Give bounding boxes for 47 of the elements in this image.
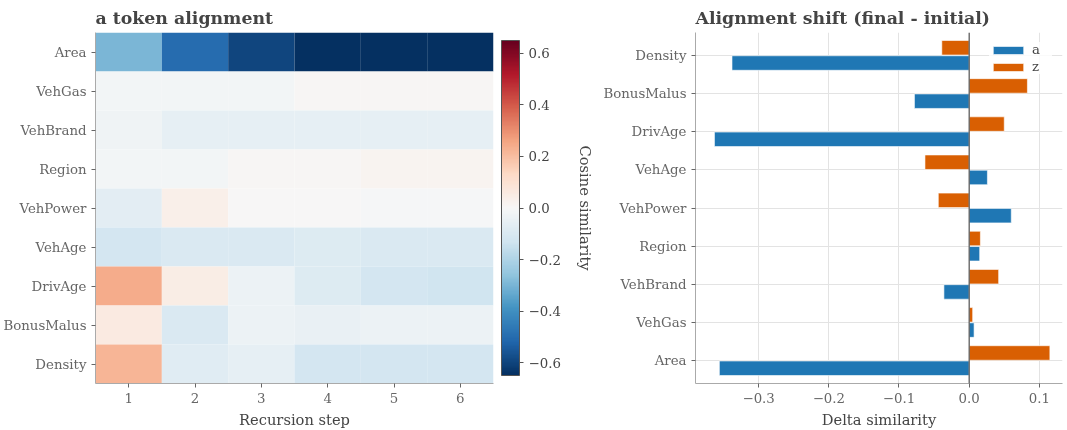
y-tick-label: Density — [35, 356, 87, 372]
chart-title: Alignment shift (final - initial) — [694, 7, 991, 28]
y-tick-label: VehAge — [634, 162, 687, 178]
y-tick-label: VehGas — [35, 83, 87, 99]
y-tick-label: DrivAge — [31, 278, 87, 294]
bar — [968, 169, 988, 186]
color-bar-label: 0.2 — [528, 149, 550, 165]
x-tick-label: 0.0 — [958, 390, 980, 406]
x-tick-label: 0.1 — [1028, 390, 1050, 406]
y-tick-label: Region — [639, 238, 687, 254]
x-tick-label: 3 — [257, 390, 266, 406]
legend-label: a — [1032, 42, 1041, 57]
y-tick-label: Region — [39, 161, 87, 177]
x-tick-label: 1 — [124, 390, 133, 406]
y-tick-label: BonusMalus — [3, 317, 87, 333]
x-axis-title: Delta similarity — [821, 410, 937, 428]
x-tick-label: −0.3 — [742, 390, 775, 406]
chart-title: a token alignment — [95, 7, 274, 28]
bar — [938, 192, 970, 208]
color-bar-title: Cosine similarity — [576, 145, 594, 272]
y-tick-label: DrivAge — [631, 124, 687, 140]
color-bar-label: 0.6 — [528, 46, 550, 62]
color-bar-label: −0.4 — [528, 304, 561, 320]
color-bar-label: −0.6 — [528, 355, 561, 371]
x-tick-label: 6 — [456, 390, 465, 406]
y-tick-label: Area — [53, 44, 87, 60]
y-tick-label: Density — [635, 47, 687, 63]
y-tick-label: VehGas — [635, 314, 687, 330]
legend-label: z — [1032, 59, 1041, 74]
bar — [924, 154, 970, 170]
x-tick-label: 5 — [389, 390, 399, 406]
color-bar-label: 0.0 — [528, 201, 550, 216]
y-tick-label: VehAge — [34, 239, 87, 255]
x-tick-label: 2 — [190, 390, 200, 406]
y-tick-label: Area — [653, 353, 687, 369]
x-tick-label: −0.1 — [882, 390, 916, 406]
y-tick-label: BonusMalus — [603, 86, 687, 102]
y-tick-label: VehPower — [618, 200, 688, 216]
x-tick-label: −0.2 — [812, 390, 846, 406]
x-tick-label: 4 — [323, 390, 332, 406]
y-tick-label: VehBrand — [19, 122, 87, 138]
x-axis-title: Recursion step — [239, 410, 350, 428]
bar — [968, 208, 1012, 224]
color-bar-label: 0.4 — [528, 97, 550, 113]
y-tick-label: VehBrand — [619, 276, 687, 292]
color-bar-label: −0.2 — [528, 252, 561, 268]
y-tick-label: VehPower — [18, 200, 88, 216]
